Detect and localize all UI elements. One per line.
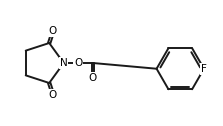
Text: O: O [49, 26, 57, 36]
Text: O: O [89, 73, 97, 83]
Text: N: N [60, 58, 68, 68]
Text: O: O [49, 90, 57, 100]
Text: F: F [201, 64, 207, 74]
Text: O: O [74, 58, 82, 68]
